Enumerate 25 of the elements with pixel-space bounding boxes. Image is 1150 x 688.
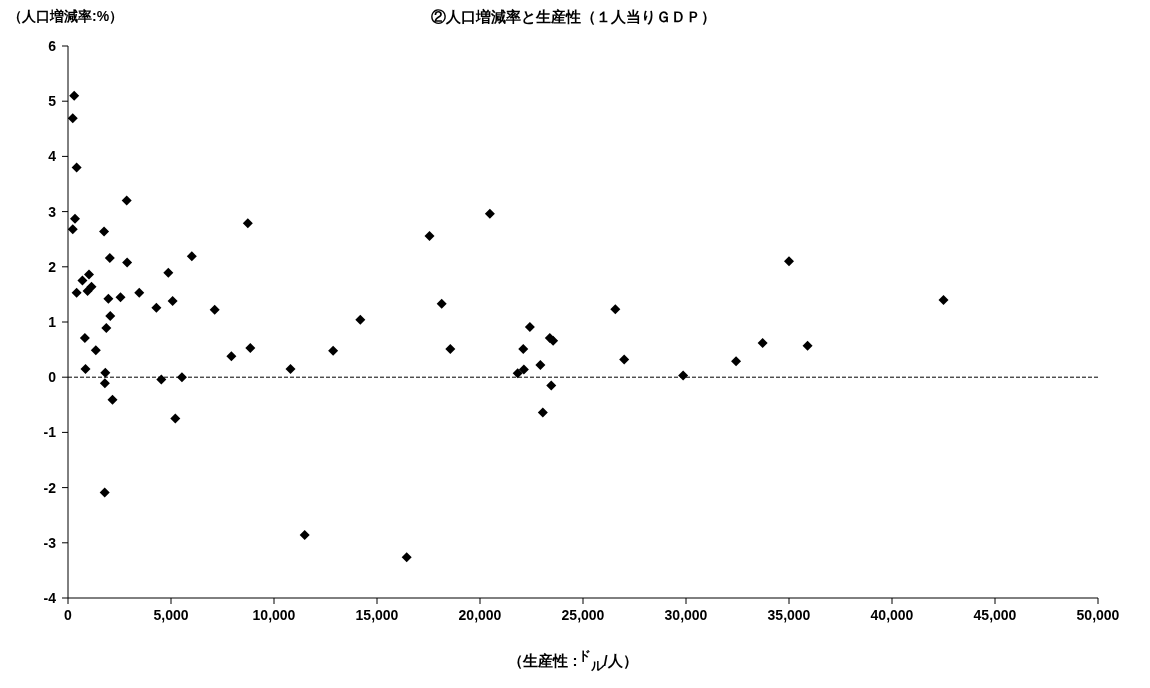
y-tick-label: -1	[43, 424, 57, 441]
x-tick-label: 50,000	[1076, 607, 1120, 623]
y-tick-label: -4	[43, 590, 57, 606]
x-tick-label: 30,000	[664, 607, 708, 623]
x-tick-label: 10,000	[252, 607, 296, 623]
x-tick-label: 45,000	[973, 607, 1017, 623]
y-tick-label: 5	[48, 93, 57, 110]
y-tick-label: 3	[48, 203, 57, 220]
x-tick-label: 20,000	[458, 607, 502, 623]
x-tick-label: 25,000	[561, 607, 605, 623]
x-tick-label: 35,000	[767, 607, 811, 623]
x-tick-label: 40,000	[870, 607, 914, 623]
x-tick-label: 15,000	[355, 607, 399, 623]
y-tick-label: 2	[48, 258, 57, 275]
x-axis-title: （生産性 :$^{ド}$$_{ル}$/人）	[507, 648, 639, 675]
y-tick-label: 4	[48, 148, 57, 165]
y-tick-label: 1	[48, 314, 57, 330]
x-tick-label: 5,000	[153, 607, 189, 623]
y-axis-title: （人口増減率:%）	[8, 8, 124, 26]
y-tick-label: 6	[48, 38, 57, 54]
chart-title: ②人口増減率と生産性（１人当りＧＤＰ）	[430, 8, 716, 25]
x-tick-label: 0	[64, 607, 73, 623]
y-tick-label: 0	[48, 369, 57, 386]
y-tick-label: -3	[43, 534, 57, 551]
y-tick-label: -2	[43, 479, 57, 496]
